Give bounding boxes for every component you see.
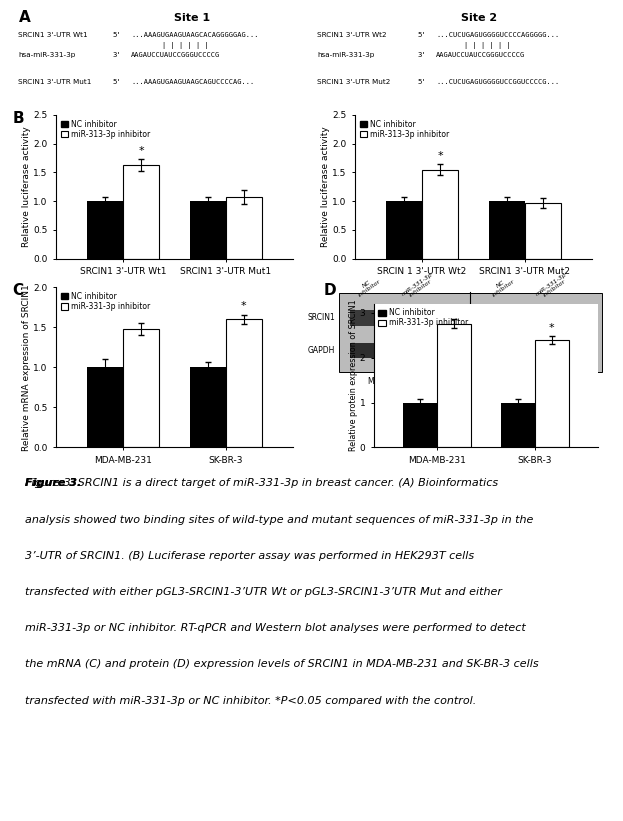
Text: A: A [19, 10, 30, 25]
Text: miR-331-3p
inhibitor: miR-331-3p inhibitor [401, 272, 437, 301]
Legend: NC inhibitor, miR-313-3p inhibitor: NC inhibitor, miR-313-3p inhibitor [60, 119, 151, 140]
FancyBboxPatch shape [350, 343, 398, 358]
Bar [422, 169, 458, 259]
Text: 5': 5' [113, 79, 121, 85]
Text: *: * [241, 300, 247, 310]
Text: ...CUCUGAGUGGGGUCCGGUCCCCG...: ...CUCUGAGUGGGGUCCGGUCCCCG... [436, 79, 559, 85]
FancyBboxPatch shape [526, 343, 575, 358]
Bar [535, 340, 569, 447]
Bar [87, 201, 123, 259]
Y-axis label: Relative luciferase activity: Relative luciferase activity [321, 126, 330, 247]
FancyBboxPatch shape [478, 310, 526, 326]
Text: 3': 3' [113, 53, 121, 58]
Bar [87, 367, 123, 447]
Y-axis label: Relative protein expression of SRCIN1: Relative protein expression of SRCIN1 [350, 300, 358, 452]
Text: Figure 3. SRCIN1 is a direct target of miR-331-3p in breast cancer. (A) Bioinfor: Figure 3. SRCIN1 is a direct target of m… [25, 479, 498, 488]
FancyBboxPatch shape [478, 343, 526, 358]
Text: hsa-miR-331-3p: hsa-miR-331-3p [19, 53, 76, 58]
FancyBboxPatch shape [398, 343, 446, 358]
Text: Figure 3.: Figure 3. [25, 479, 81, 488]
Bar [403, 402, 437, 447]
FancyBboxPatch shape [526, 310, 575, 326]
Text: Site 1: Site 1 [174, 13, 210, 23]
Text: AAGAUCCUAUCCGGGUCCCCG: AAGAUCCUAUCCGGGUCCCCG [131, 53, 220, 58]
Text: Site 2: Site 2 [461, 13, 497, 23]
Bar [525, 203, 561, 259]
Bar [123, 165, 159, 259]
Bar [190, 367, 226, 447]
Text: SRCIN1 3'-UTR Wt1: SRCIN1 3'-UTR Wt1 [19, 32, 88, 38]
Text: analysis showed two binding sites of wild-type and mutant sequences of miR-331-3: analysis showed two binding sites of wil… [25, 515, 533, 525]
Text: SRCIN1 3'-UTR Mut1: SRCIN1 3'-UTR Mut1 [19, 79, 92, 85]
Legend: NC inhibitor, miR-331-3p inhibitor: NC inhibitor, miR-331-3p inhibitor [378, 308, 469, 328]
Text: NC
inhibitor: NC inhibitor [354, 274, 382, 298]
Text: | | | | | |: | | | | | | [162, 42, 209, 48]
Bar [386, 201, 422, 259]
Text: 3': 3' [418, 53, 427, 58]
Text: SRCIN1: SRCIN1 [307, 314, 335, 323]
Text: SK-BR-3: SK-BR-3 [511, 377, 540, 386]
Text: 5': 5' [418, 32, 427, 38]
Bar [190, 201, 226, 259]
Text: miR-331-3p or NC inhibitor. RT-qPCR and Western blot analyses were performed to : miR-331-3p or NC inhibitor. RT-qPCR and … [25, 623, 526, 633]
Text: ...AAAGUGAAGUAAGCAGUCCCCAG...: ...AAAGUGAAGUAAGCAGUCCCCAG... [131, 79, 254, 85]
Text: NC
inhibitor: NC inhibitor [488, 274, 516, 298]
Text: | | | | | |: | | | | | | [464, 42, 511, 48]
Text: *: * [138, 146, 144, 156]
Text: Figure 3.: Figure 3. [25, 479, 81, 488]
Bar [226, 319, 262, 447]
Text: 5': 5' [113, 32, 121, 38]
Text: ...CUCUGAGUGGGGUCCCCAGGGGG...: ...CUCUGAGUGGGGUCCCCAGGGGG... [436, 32, 559, 38]
FancyBboxPatch shape [339, 293, 602, 373]
Text: ...AAAGUGAAGUAAGCACAGGGGGAG...: ...AAAGUGAAGUAAGCACAGGGGGAG... [131, 32, 259, 38]
Text: hsa-miR-331-3p: hsa-miR-331-3p [318, 53, 375, 58]
Text: 5': 5' [418, 79, 427, 85]
Bar [489, 201, 525, 259]
Text: transfected with miR-331-3p or NC inhibitor. *P<0.05 compared with the control.: transfected with miR-331-3p or NC inhibi… [25, 695, 476, 705]
Text: B: B [12, 111, 24, 126]
FancyBboxPatch shape [398, 310, 446, 326]
Bar [123, 329, 159, 447]
Text: D: D [324, 283, 336, 298]
Text: 3’-UTR of SRCIN1. (B) Luciferase reporter assay was performed in HEK293T cells: 3’-UTR of SRCIN1. (B) Luciferase reporte… [25, 551, 474, 561]
Legend: NC inhibitor, miR-331-3p inhibitor: NC inhibitor, miR-331-3p inhibitor [60, 291, 151, 312]
Text: MDA-MB-231: MDA-MB-231 [367, 377, 416, 386]
Text: GAPDH: GAPDH [308, 346, 335, 355]
Text: C: C [12, 283, 24, 298]
Bar [500, 402, 535, 447]
Bar [226, 197, 262, 259]
Text: *: * [549, 323, 554, 333]
Text: miR-331-3p
inhibitor: miR-331-3p inhibitor [535, 272, 571, 301]
Text: AAGAUCCUAUCCGGGUCCCCG: AAGAUCCUAUCCGGGUCCCCG [436, 53, 525, 58]
Text: the mRNA (C) and protein (D) expression levels of SRCIN1 in MDA-MB-231 and SK-BR: the mRNA (C) and protein (D) expression … [25, 659, 538, 669]
Text: transfected with either pGL3-SRCIN1-3’UTR Wt or pGL3-SRCIN1-3’UTR Mut and either: transfected with either pGL3-SRCIN1-3’UT… [25, 587, 502, 597]
Y-axis label: Relative luciferase activity: Relative luciferase activity [22, 126, 31, 247]
Y-axis label: Relative mRNA expression of SRCIN1: Relative mRNA expression of SRCIN1 [22, 284, 31, 451]
Text: *: * [437, 151, 443, 161]
Text: SRCIN1 3'-UTR Wt2: SRCIN1 3'-UTR Wt2 [318, 32, 387, 38]
Bar [437, 324, 472, 447]
FancyBboxPatch shape [350, 310, 398, 326]
Legend: NC inhibitor, miR-313-3p inhibitor: NC inhibitor, miR-313-3p inhibitor [359, 119, 450, 140]
Text: SRCIN1 3'-UTR Mut2: SRCIN1 3'-UTR Mut2 [318, 79, 391, 85]
